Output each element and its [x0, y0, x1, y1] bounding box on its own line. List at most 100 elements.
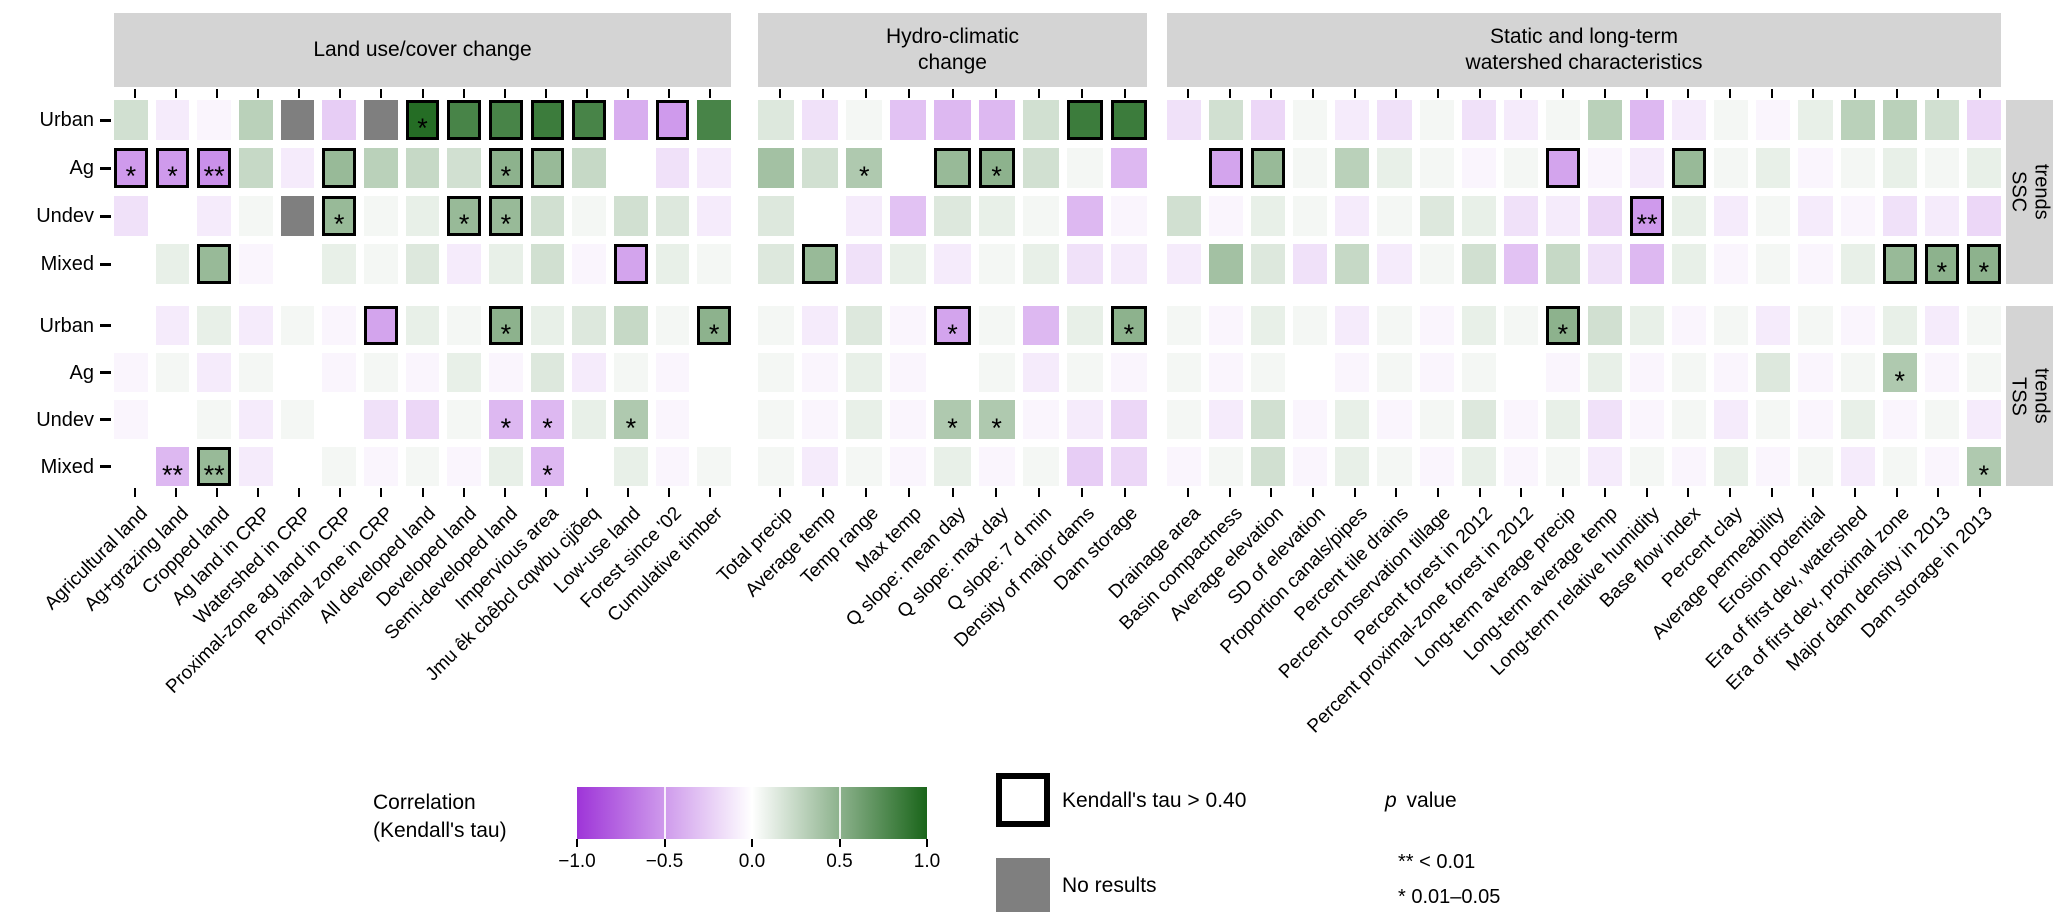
axis-tick	[1645, 488, 1648, 497]
axis-tick	[821, 89, 824, 98]
axis-tick	[100, 324, 111, 327]
no-results-label: No results	[1062, 874, 1157, 897]
heatmap-cell	[1293, 447, 1328, 486]
heatmap-cell	[572, 148, 606, 188]
colorbar-title: Correlation (Kendall's tau)	[373, 791, 507, 843]
heatmap-cell	[1377, 353, 1412, 392]
heatmap-cell	[1672, 400, 1707, 439]
heatmap-cell	[322, 306, 356, 345]
heatmap-cell	[1293, 353, 1328, 392]
heatmap-cell	[1503, 100, 1538, 140]
heatmap-cell	[1251, 353, 1286, 392]
colorbar-tick-label: 0.0	[738, 851, 766, 872]
axis-tick	[1603, 488, 1606, 497]
heatmap-cell	[802, 306, 839, 345]
axis-tick	[1687, 488, 1690, 497]
axis-tick	[1228, 89, 1231, 98]
heatmap-cell	[802, 353, 839, 392]
heatmap-cell	[1756, 244, 1791, 284]
heatmap-cell	[1461, 148, 1496, 188]
heatmap-cell	[572, 100, 606, 140]
axis-tick	[380, 488, 383, 497]
axis-tick	[668, 488, 671, 497]
heatmap-cell	[1966, 196, 2001, 236]
heatmap-cell	[1251, 244, 1286, 284]
heatmap-cell	[1209, 148, 1244, 188]
heatmap-cell	[655, 400, 690, 439]
heatmap-cell	[1966, 306, 2001, 345]
heatmap-cell	[197, 306, 231, 345]
heatmap-cell	[802, 447, 839, 486]
heatmap-cell	[1022, 244, 1059, 284]
heatmap-cell	[1714, 148, 1749, 188]
heatmap-cell	[1756, 447, 1791, 486]
heatmap-cell	[1167, 100, 1202, 140]
heatmap-cell	[1335, 400, 1370, 439]
heatmap-cell	[1110, 148, 1147, 188]
heatmap-cell	[1756, 148, 1791, 188]
heatmap-cell	[572, 353, 606, 392]
heatmap-cell	[1714, 447, 1749, 486]
heatmap-cell	[1461, 100, 1496, 140]
heatmap-cell	[1924, 196, 1959, 236]
heatmap-cell	[1066, 447, 1103, 486]
heatmap-cell	[1209, 244, 1244, 284]
heatmap-cell	[1209, 400, 1244, 439]
heatmap-cell	[846, 400, 883, 439]
heatmap-cell	[1756, 400, 1791, 439]
colorbar-inner-tick	[663, 787, 666, 839]
heatmap-cell	[1630, 148, 1665, 188]
heatmap-cell	[405, 400, 440, 439]
heatmap-cell	[697, 447, 731, 486]
heatmap-cell	[655, 353, 690, 392]
heatmap-cell: *	[978, 400, 1015, 441]
row-label: Ag	[69, 157, 94, 179]
heatmap-cell	[280, 400, 315, 439]
row-label: Ag	[69, 361, 94, 384]
heatmap-cell	[572, 244, 606, 284]
heatmap-cell	[447, 400, 481, 439]
heatmap-cell	[530, 306, 565, 345]
heatmap-grid-landuse-tss: * * * * * ** ** *	[114, 306, 731, 488]
heatmap-cell: *	[114, 148, 148, 190]
heatmap-cell	[155, 400, 190, 439]
axis-tick	[421, 488, 424, 497]
heatmap-cell	[846, 353, 883, 392]
axis-tick	[1478, 488, 1481, 497]
heatmap-cell	[405, 148, 440, 188]
axis-tick	[1687, 89, 1690, 98]
heatmap-cell	[1293, 100, 1328, 140]
axis-tick	[1770, 89, 1773, 98]
heatmap-cell	[697, 244, 731, 284]
heatmap-cell	[155, 196, 190, 236]
heatmap-cell: *	[489, 400, 523, 441]
heatmap-cell: *	[530, 447, 565, 488]
axis-tick	[298, 89, 301, 98]
panel-title: Static and long-term watershed character…	[1465, 24, 1703, 74]
heatmap-cell: *	[697, 306, 731, 347]
axis-tick	[462, 488, 465, 497]
heatmap-cell	[1966, 100, 2001, 140]
axis-tick	[339, 89, 342, 98]
heatmap-cell	[1167, 148, 1202, 188]
heatmap-cell	[846, 306, 883, 345]
heatmap-cell	[405, 353, 440, 392]
row-strip-tss-trends: TSS trends	[2006, 306, 2053, 486]
heatmap-cell: *	[530, 400, 565, 441]
heatmap-cell	[697, 353, 731, 392]
axis-tick	[100, 418, 111, 421]
colorbar-tick-label: −1.0	[558, 851, 596, 872]
heatmap-cell	[614, 244, 648, 284]
heatmap-cell	[405, 306, 440, 345]
heatmap-cell	[1798, 306, 1833, 345]
axis-tick	[627, 89, 630, 98]
heatmap-cell	[614, 447, 648, 486]
heatmap-cell	[1503, 306, 1538, 345]
axis-tick	[100, 214, 111, 218]
heatmap-cell	[1714, 244, 1749, 284]
axis-tick	[908, 89, 911, 98]
colorbar-tick	[663, 839, 666, 847]
heatmap-cell	[1503, 148, 1538, 188]
axis-tick	[1770, 488, 1773, 497]
heatmap-cell	[1335, 148, 1370, 188]
